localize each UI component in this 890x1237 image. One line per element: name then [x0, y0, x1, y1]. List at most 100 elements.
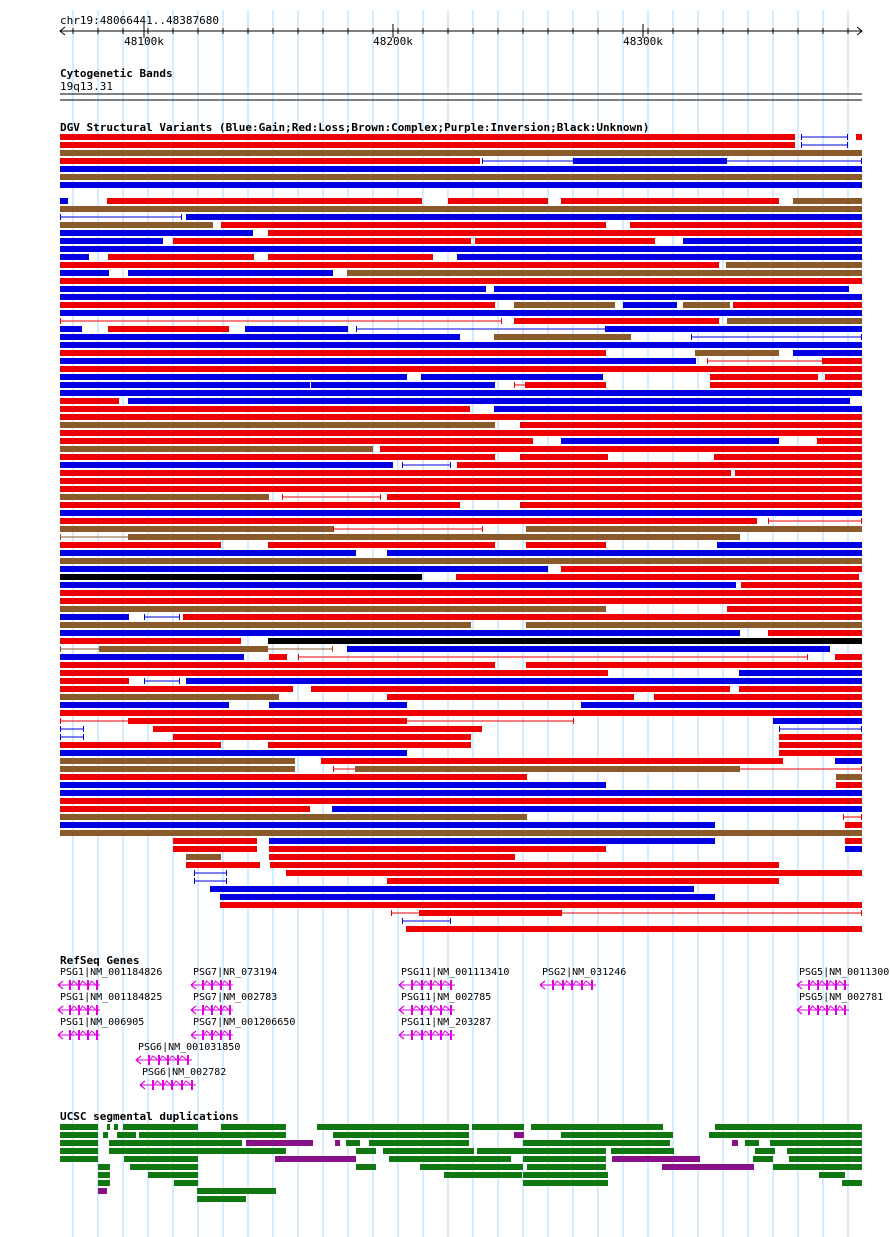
dgv-loss-variant[interactable] — [173, 734, 471, 740]
dgv-gain-variant[interactable] — [402, 918, 451, 924]
dgv-complex-variant[interactable] — [727, 318, 862, 324]
gene-feature[interactable]: PSG11|NM_001113410 — [398, 967, 509, 990]
dgv-gain-variant[interactable] — [801, 134, 848, 140]
dgv-gain-variant[interactable] — [194, 878, 227, 884]
segdup-feature[interactable] — [197, 1196, 246, 1202]
dgv-loss-variant[interactable] — [836, 782, 862, 788]
dgv-loss-variant[interactable] — [825, 374, 862, 380]
dgv-loss-variant[interactable] — [60, 454, 495, 460]
dgv-loss-variant[interactable] — [526, 382, 606, 388]
dgv-gain-variant[interactable] — [561, 438, 779, 444]
dgv-loss-variant[interactable] — [60, 806, 310, 812]
segdup-feature-purple[interactable] — [335, 1140, 340, 1146]
dgv-loss-variant[interactable] — [60, 262, 719, 268]
dgv-loss-variant[interactable] — [60, 430, 862, 436]
dgv-complex-variant[interactable] — [60, 758, 295, 764]
dgv-loss-variant[interactable] — [735, 470, 862, 476]
dgv-loss-variant[interactable] — [60, 318, 502, 324]
dgv-loss-variant[interactable] — [173, 846, 257, 852]
dgv-gain-variant[interactable] — [186, 678, 862, 684]
segdup-feature-purple[interactable] — [662, 1164, 754, 1170]
segdup-feature[interactable] — [755, 1148, 775, 1154]
dgv-loss-variant[interactable] — [654, 694, 862, 700]
dgv-loss-variant[interactable] — [714, 454, 862, 460]
dgv-loss-variant[interactable] — [845, 822, 862, 828]
gene-feature[interactable]: PSG6|NM_001031850 — [135, 1042, 240, 1065]
segdup-feature[interactable] — [389, 1156, 511, 1162]
segdup-feature[interactable] — [130, 1164, 198, 1170]
dgv-track-title[interactable]: DGV Structural Variants (Blue:Gain;Red:L… — [60, 121, 649, 134]
dgv-loss-variant[interactable] — [779, 742, 862, 748]
dgv-gain-variant[interactable] — [60, 702, 229, 708]
dgv-complex-variant[interactable] — [494, 334, 631, 340]
dgv-loss-variant[interactable] — [60, 502, 460, 508]
segdup-feature-purple[interactable] — [612, 1156, 700, 1162]
gene-feature[interactable]: PSG1|NM_006905 — [57, 1017, 144, 1040]
refseq-track-title[interactable]: RefSeq Genes — [60, 954, 139, 967]
dgv-gain-variant[interactable] — [60, 614, 129, 620]
segdup-feature[interactable] — [114, 1124, 118, 1130]
dgv-loss-variant[interactable] — [298, 654, 808, 660]
dgv-complex-variant[interactable] — [683, 302, 730, 308]
dgv-complex-variant[interactable] — [60, 558, 862, 564]
dgv-loss-variant[interactable] — [60, 414, 862, 420]
segdup-feature[interactable] — [523, 1140, 670, 1146]
dgv-gain-variant[interactable] — [220, 894, 715, 900]
dgv-loss-variant[interactable] — [268, 254, 433, 260]
dgv-loss-variant[interactable] — [60, 278, 862, 284]
segdup-feature[interactable] — [333, 1132, 469, 1138]
dgv-loss-variant[interactable] — [268, 542, 495, 548]
dgv-gain-variant[interactable] — [60, 198, 68, 204]
segdup-feature[interactable] — [148, 1172, 198, 1178]
dgv-loss-variant[interactable] — [269, 846, 606, 852]
segdup-feature[interactable] — [770, 1140, 862, 1146]
dgv-gain-variant[interactable] — [494, 406, 862, 412]
dgv-loss-variant[interactable] — [268, 230, 862, 236]
dgv-loss-variant[interactable] — [630, 222, 862, 228]
dgv-loss-variant[interactable] — [107, 198, 422, 204]
dgv-loss-variant[interactable] — [269, 654, 287, 660]
dgv-loss-variant[interactable] — [108, 326, 229, 332]
dgv-gain-variant[interactable] — [60, 334, 460, 340]
segdup-feature[interactable] — [123, 1124, 198, 1130]
dgv-gain-variant[interactable] — [60, 654, 244, 660]
segdup-feature[interactable] — [819, 1172, 845, 1178]
segdup-feature-purple[interactable] — [732, 1140, 738, 1146]
dgv-gain-variant[interactable] — [347, 646, 830, 652]
segdup-feature[interactable] — [715, 1124, 862, 1130]
dgv-loss-variant[interactable] — [475, 238, 655, 244]
dgv-complex-variant[interactable] — [60, 830, 862, 836]
dgv-complex-variant[interactable] — [60, 494, 269, 500]
dgv-loss-variant[interactable] — [60, 438, 533, 444]
dgv-gain-variant[interactable] — [623, 302, 677, 308]
segdup-feature[interactable] — [60, 1124, 98, 1130]
dgv-loss-variant[interactable] — [768, 630, 862, 636]
dgv-gain-variant[interactable] — [60, 822, 715, 828]
dgv-loss-variant[interactable] — [856, 134, 862, 140]
dgv-gain-variant[interactable] — [332, 806, 862, 812]
dgv-gain-variant[interactable] — [311, 382, 495, 388]
gene-feature[interactable]: PSG2|NM_031246 — [539, 967, 626, 990]
cyto-band[interactable] — [60, 93, 862, 101]
dgv-gain-variant[interactable] — [793, 350, 862, 356]
segdup-feature[interactable] — [103, 1132, 108, 1138]
dgv-loss-variant[interactable] — [768, 518, 862, 524]
gene-feature[interactable]: PSG7|NR_073194 — [190, 967, 277, 990]
dgv-loss-variant[interactable] — [526, 662, 862, 668]
dgv-loss-variant[interactable] — [520, 502, 862, 508]
dgv-loss-variant[interactable] — [387, 494, 862, 500]
segdup-feature[interactable] — [98, 1164, 110, 1170]
dgv-complex-variant[interactable] — [128, 534, 740, 540]
segdup-feature[interactable] — [611, 1148, 674, 1154]
dgv-loss-variant[interactable] — [269, 854, 515, 860]
dgv-loss-variant[interactable] — [173, 238, 471, 244]
dgv-gain-variant[interactable] — [60, 630, 740, 636]
dgv-loss-variant[interactable] — [268, 742, 471, 748]
dgv-loss-variant[interactable] — [60, 798, 862, 804]
dgv-loss-variant[interactable] — [779, 734, 862, 740]
dgv-gain-variant[interactable] — [402, 462, 451, 468]
dgv-gain-variant[interactable] — [60, 254, 89, 260]
dgv-gain-variant[interactable] — [835, 758, 862, 764]
segdup-feature[interactable] — [60, 1148, 98, 1154]
dgv-loss-variant[interactable] — [741, 582, 862, 588]
